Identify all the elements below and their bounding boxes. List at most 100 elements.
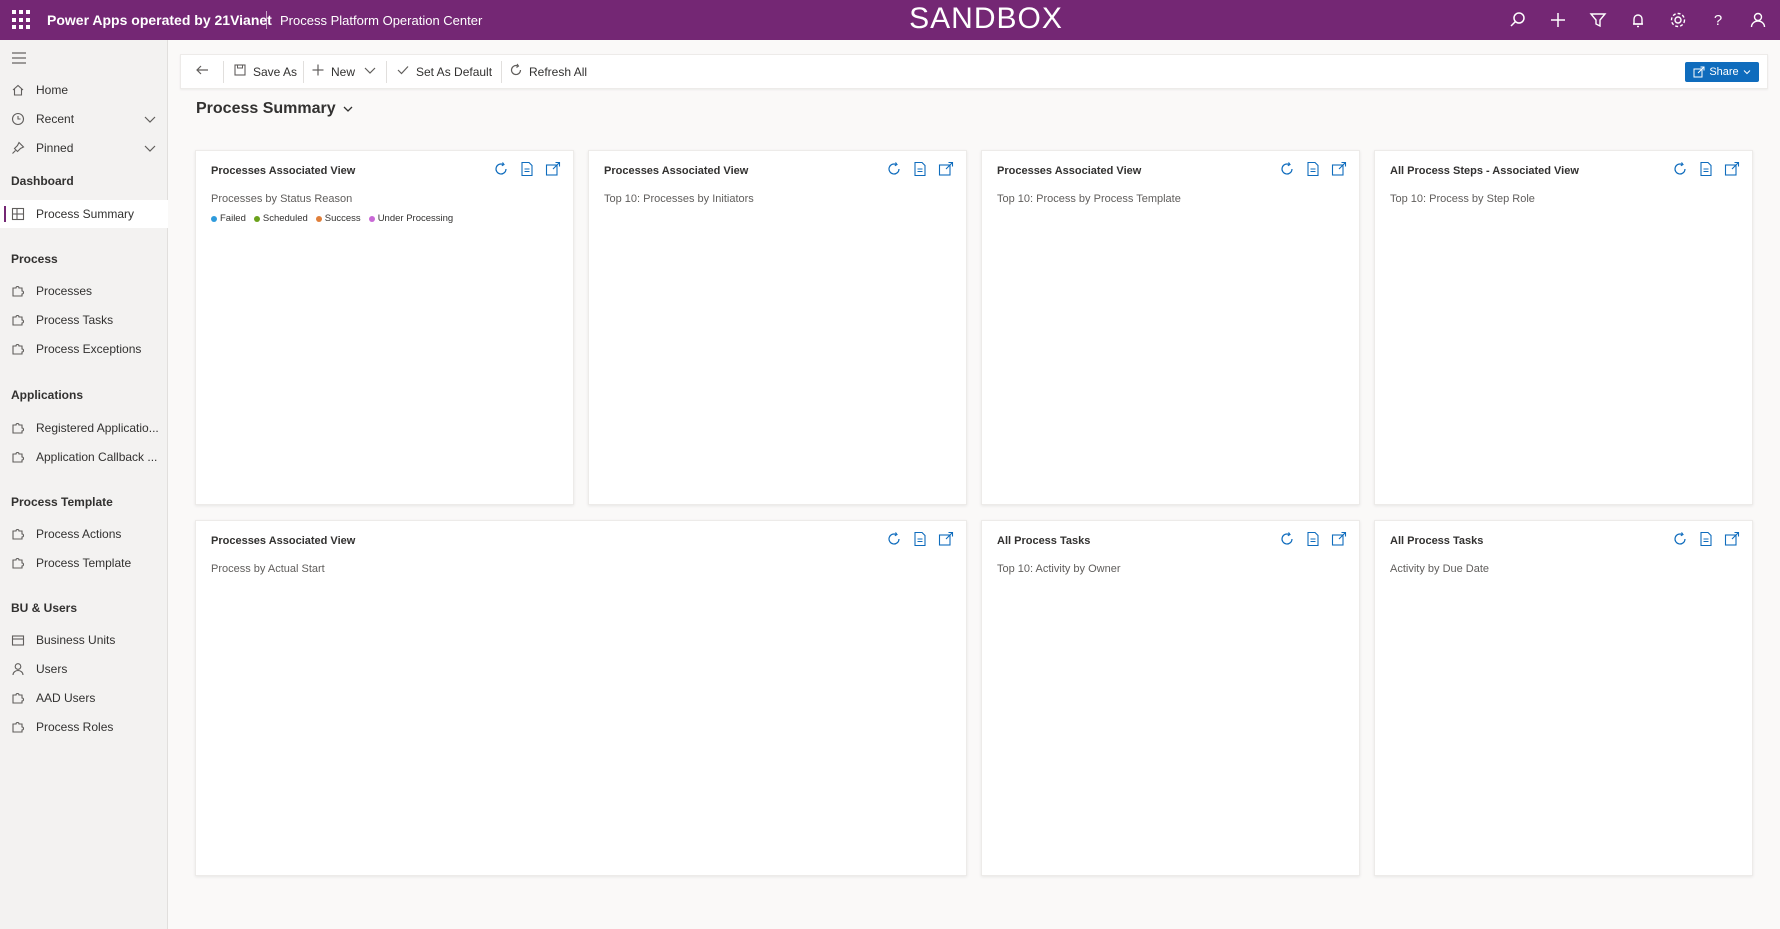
card-title: Processes Associated View bbox=[211, 535, 356, 547]
legend-item[interactable]: Under Processing bbox=[368, 213, 453, 224]
sidebar-item-process-summary[interactable]: Process Summary bbox=[0, 200, 168, 228]
top-bar: Power Apps operated by 21Vianet Process … bbox=[0, 0, 1780, 40]
card-subtitle: Top 10: Process by Step Role bbox=[1390, 193, 1535, 205]
chevron-down-icon[interactable] bbox=[144, 142, 156, 154]
expand-icon[interactable] bbox=[1724, 531, 1740, 547]
chevron-down-icon[interactable] bbox=[144, 113, 156, 125]
gear-icon[interactable] bbox=[1666, 8, 1690, 32]
sidebar-item-process-template[interactable]: Process Template bbox=[0, 549, 168, 577]
chart-legend: Failed Scheduled Success Under Processing bbox=[211, 213, 453, 224]
share-label: Share bbox=[1709, 66, 1739, 78]
sidebar-item-process-actions[interactable]: Process Actions bbox=[0, 520, 168, 548]
sidebar-item-processes[interactable]: Processes bbox=[0, 277, 168, 305]
chart-card-template: Processes Associated View Top 10: Proces… bbox=[981, 150, 1616, 506]
page-title: Process Summary bbox=[196, 100, 336, 117]
puzzle-icon bbox=[11, 556, 25, 570]
export-icon[interactable] bbox=[1698, 161, 1714, 177]
refresh-icon bbox=[509, 63, 529, 80]
section-bu-users: BU & Users bbox=[11, 601, 78, 615]
filter-icon[interactable] bbox=[1586, 8, 1610, 32]
export-icon[interactable] bbox=[1305, 161, 1321, 177]
sidebar-item-process-tasks[interactable]: Process Tasks bbox=[0, 306, 168, 334]
bar-chart bbox=[982, 207, 1361, 506]
puzzle-icon bbox=[11, 342, 25, 356]
command-bar: Save As New Set As Default Refresh All S… bbox=[180, 54, 1768, 89]
chart-card-owner: All Process Tasks Top 10: Activity by Ow… bbox=[981, 520, 1616, 877]
plus-icon[interactable] bbox=[1546, 8, 1570, 32]
sidebar-item-pinned[interactable]: Pinned bbox=[0, 134, 168, 162]
expand-icon[interactable] bbox=[1724, 161, 1740, 177]
chart-card-actual-start: Processes Associated View Process by Act… bbox=[195, 520, 1634, 876]
share-icon bbox=[1693, 66, 1705, 78]
expand-icon[interactable] bbox=[545, 161, 561, 177]
toolbar-separator bbox=[223, 61, 224, 83]
sidebar-item-business-units[interactable]: Business Units bbox=[0, 626, 168, 654]
expand-icon[interactable] bbox=[1331, 531, 1347, 547]
refresh-icon[interactable]: 01020304050Wells Zhang47Tee Hu9Emma Zhu3… bbox=[886, 161, 1223, 440]
search-icon[interactable] bbox=[1506, 8, 1530, 32]
sandbox-text: SANDBOX bbox=[909, 2, 1063, 35]
refresh-icon[interactable]: 135136137136(blank)Day (Due Date)Count:A… bbox=[1672, 531, 1780, 787]
app-title[interactable]: Power Apps operated by 21Vianet bbox=[47, 12, 272, 28]
sidebar-item-aad-users[interactable]: AAD Users bbox=[0, 684, 168, 712]
sidebar-item-label: Processes bbox=[36, 284, 93, 298]
sidebar-item-label: Process Summary bbox=[36, 207, 135, 221]
card-title: All Process Steps - Associated View bbox=[1390, 165, 1579, 177]
checkmark-icon bbox=[396, 63, 416, 80]
user-icon[interactable] bbox=[1746, 8, 1770, 32]
legend-dot bbox=[211, 215, 217, 222]
save-as-icon bbox=[233, 63, 253, 80]
sidebar-item-recent[interactable]: Recent bbox=[0, 105, 168, 133]
expand-icon[interactable] bbox=[938, 161, 954, 177]
legend-item[interactable]: Scheduled bbox=[253, 213, 308, 224]
share-button[interactable]: Share bbox=[1685, 62, 1759, 82]
bell-icon[interactable] bbox=[1626, 8, 1650, 32]
refresh-all-button[interactable]: Refresh All bbox=[509, 63, 587, 80]
refresh-icon[interactable]: 0200400600(blank)HQ BAHR Learning Ap...L… bbox=[1672, 161, 1780, 396]
section-applications: Applications bbox=[11, 388, 84, 402]
chart-card-initiators: Processes Associated View Top 10: Proces… bbox=[588, 150, 1223, 505]
export-icon[interactable] bbox=[1698, 531, 1714, 547]
save-as-button[interactable]: Save As bbox=[233, 63, 297, 80]
environment-name[interactable]: Process Platform Operation Center bbox=[280, 13, 483, 28]
chart-card-due-date: All Process Tasks Activity by Due Date 1… bbox=[1374, 520, 1780, 876]
set-as-default-button[interactable]: Set As Default bbox=[396, 63, 492, 80]
back-button[interactable] bbox=[195, 63, 215, 80]
sidebar-item-process-exceptions[interactable]: Process Exceptions bbox=[0, 335, 168, 363]
export-icon[interactable] bbox=[519, 161, 535, 177]
export-icon[interactable] bbox=[1305, 531, 1321, 547]
refresh-icon[interactable]: 6132416 bbox=[493, 161, 800, 448]
legend-label: Scheduled bbox=[262, 213, 308, 224]
page-title-selector[interactable]: Process Summary bbox=[196, 100, 354, 118]
new-button[interactable]: New bbox=[311, 63, 355, 80]
sidebar-item-label: Process Roles bbox=[36, 720, 114, 734]
new-dropdown-button[interactable] bbox=[363, 63, 383, 80]
puzzle-icon bbox=[11, 691, 25, 705]
bar-chart bbox=[982, 577, 1361, 877]
toolbar-separator bbox=[386, 61, 387, 83]
refresh-icon[interactable]: 024681012/27/202322/28/202333/9/202323/2… bbox=[886, 531, 1634, 820]
legend-item[interactable]: Success bbox=[315, 213, 361, 224]
refresh-icon[interactable]: 0204060Henry LAW49Wells Zhang39Emma Zhu1… bbox=[1279, 531, 1616, 800]
puzzle-icon bbox=[11, 313, 25, 327]
sidebar-item-label: Registered Applicatio... bbox=[36, 421, 159, 435]
sidebar-item-home[interactable]: Home bbox=[0, 76, 168, 104]
expand-icon[interactable] bbox=[938, 531, 954, 547]
expand-icon[interactable] bbox=[1331, 161, 1347, 177]
waffle-icon[interactable] bbox=[12, 10, 32, 30]
sidebar-item-label: Application Callback ... bbox=[36, 450, 158, 464]
sidebar-item-users[interactable]: Users bbox=[0, 655, 168, 683]
svg-text:?: ? bbox=[1714, 12, 1722, 29]
sidebar-item-label: Home bbox=[36, 83, 69, 97]
refresh-icon[interactable]: 010203040Use of Seal Req...30Use of seal… bbox=[1279, 161, 1616, 440]
legend-item[interactable]: Failed bbox=[211, 213, 246, 224]
sidebar-item-label: Recent bbox=[36, 112, 75, 126]
help-icon[interactable]: ? bbox=[1706, 8, 1730, 32]
export-icon[interactable] bbox=[912, 531, 928, 547]
sidebar-item-application-callback[interactable]: Application Callback ... bbox=[0, 443, 168, 471]
card-title: All Process Tasks bbox=[997, 535, 1091, 547]
sidebar-item-process-roles[interactable]: Process Roles bbox=[0, 713, 168, 741]
hamburger-icon[interactable] bbox=[12, 52, 26, 64]
sidebar-item-registered-applications[interactable]: Registered Applicatio... bbox=[0, 414, 168, 442]
export-icon[interactable] bbox=[912, 161, 928, 177]
